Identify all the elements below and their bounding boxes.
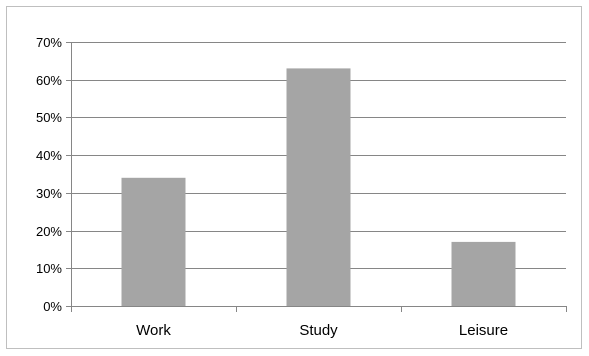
x-axis-category-label: Work — [136, 322, 171, 339]
bar-study — [286, 68, 351, 307]
x-axis-category-label: Study — [299, 322, 338, 339]
bar-work — [121, 177, 186, 306]
bars — [121, 68, 516, 307]
y-axis-tick-label: 60% — [36, 73, 62, 88]
x-axis-category-label: Leisure — [459, 322, 508, 339]
y-axis-tick-label: 0% — [43, 299, 62, 314]
y-axis-tick-label: 40% — [36, 148, 62, 163]
y-axis-tick-labels: 0% 10% 20% 30% 40% 50% 60% 70% — [36, 35, 62, 314]
y-axis-tick-label: 50% — [36, 110, 62, 125]
axes — [66, 42, 567, 312]
bar-leisure — [451, 241, 516, 306]
y-axis-tick-label: 70% — [36, 35, 62, 50]
y-axis-tick-label: 20% — [36, 224, 62, 239]
y-axis-tick-label: 10% — [36, 261, 62, 276]
x-axis-category-labels: Work Study Leisure — [136, 322, 508, 339]
y-axis-tick-label: 30% — [36, 186, 62, 201]
